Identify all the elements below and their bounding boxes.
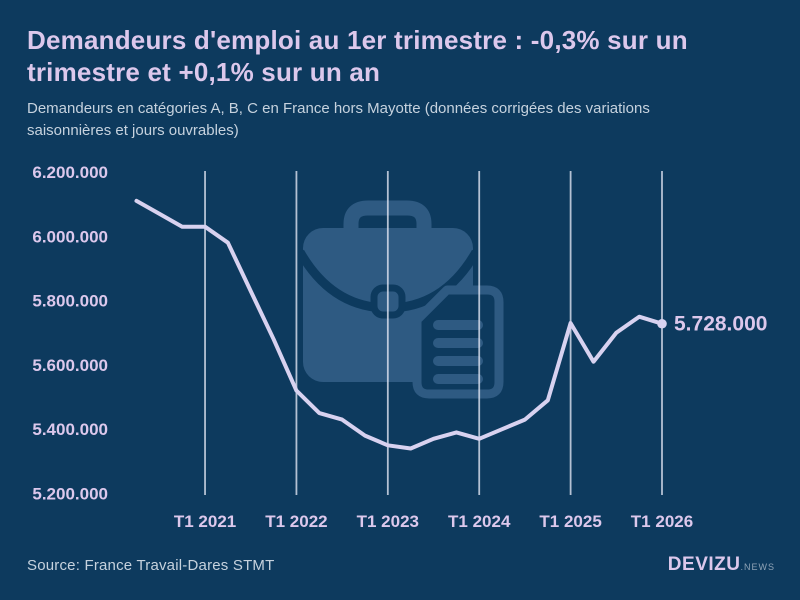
x-tick-label: T1 2023 xyxy=(357,512,419,531)
y-tick-label: 6.000.000 xyxy=(32,227,108,246)
x-tick-label: T1 2022 xyxy=(265,512,327,531)
document-icon xyxy=(412,285,504,399)
footer: Source: France Travail-Dares STMT DEVIZU… xyxy=(27,554,775,576)
end-value-label: 5.728.000 xyxy=(674,313,767,336)
y-tick-label: 6.200.000 xyxy=(32,163,108,182)
page-title: Demandeurs d'emploi au 1er trimestre : -… xyxy=(27,25,688,87)
brand-logo: DEVIZU .NEWS xyxy=(668,554,775,576)
axis-labels: T1 2021 T1 2022 T1 2023 T1 2024 T1 2025 T1 20… xyxy=(32,163,693,531)
x-tick-label: T1 2025 xyxy=(539,512,601,531)
line-chart: 5.728.000 T1 2021 T1 2022 T1 2023 T1 2024 T1… xyxy=(0,160,800,545)
x-tick-label: T1 2026 xyxy=(631,512,693,531)
y-tick-label: 5.800.000 xyxy=(32,292,108,311)
x-tick-label: T1 2024 xyxy=(448,512,511,531)
data-point-dot xyxy=(657,318,667,329)
data-line xyxy=(134,198,664,451)
gridlines xyxy=(204,171,663,495)
source-text: Source: France Travail-Dares STMT xyxy=(27,557,275,574)
header: Demandeurs d'emploi au 1er trimestre : -… xyxy=(27,24,717,142)
y-tick-label: 5.200.000 xyxy=(32,485,108,504)
brand-logo-main: DEVIZU xyxy=(667,554,741,575)
brand-logo-suffix: .NEWS xyxy=(740,562,775,572)
chart-canvas: 5.728.000 T1 2021 T1 2022 T1 2023 T1 2024 T1… xyxy=(32,163,767,531)
x-tick-label: T1 2021 xyxy=(174,512,236,531)
page-subtitle: Demandeurs en catégories A, B, C en Fran… xyxy=(27,100,650,139)
y-tick-label: 5.600.000 xyxy=(32,356,108,375)
y-tick-label: 5.400.000 xyxy=(32,420,108,439)
data-series: 5.728.000 xyxy=(134,198,767,451)
